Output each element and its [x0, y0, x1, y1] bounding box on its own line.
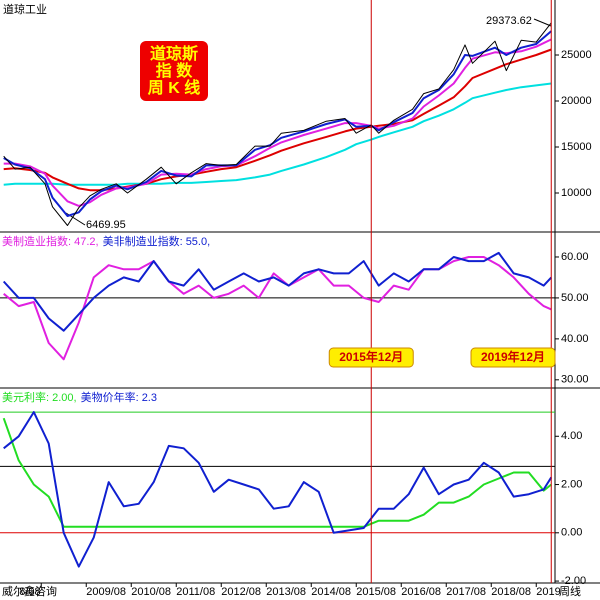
x-tick-label: 2012/08	[221, 586, 261, 598]
x-tick-label: 2009/08	[86, 586, 126, 598]
badge-text: 周 K 线	[148, 78, 200, 97]
annotation: 29373.62	[486, 15, 532, 27]
x-tick-label: 2017/08	[446, 586, 486, 598]
x-tick-label: 2018/08	[491, 586, 531, 598]
badge-text: 道琼斯	[150, 44, 198, 63]
x-tick-label: 2010/08	[131, 586, 171, 598]
y-tick-label: 40.00	[561, 333, 589, 345]
x-tick-label: 2014/08	[311, 586, 351, 598]
marker-label-box	[470, 347, 556, 368]
series-line	[3, 48, 552, 192]
y-tick-label: 4.00	[561, 430, 582, 442]
series-line	[2, 251, 553, 332]
x-tick-label: 2011/08	[176, 586, 215, 598]
annotation: 6469.95	[86, 219, 126, 231]
x-tick-label: 2015/08	[356, 586, 396, 598]
annotation-arrow	[533, 18, 552, 27]
legend-label: 美物价年率: 2.3	[81, 390, 157, 404]
marker-label: 2015年12月	[339, 349, 403, 364]
x-tick-label: 2013/08	[266, 586, 306, 598]
series-line	[3, 22, 552, 226]
y-tick-label: 15000	[561, 141, 592, 153]
y-tick-label: 25000	[561, 49, 592, 61]
x-tick-label: 2019	[536, 586, 560, 598]
badge-box	[140, 41, 208, 101]
y-tick-label: 50.00	[561, 292, 589, 304]
y-tick-label: 60.00	[561, 251, 589, 263]
y-tick-label: 20000	[561, 95, 592, 107]
chart-title: 道琼工业	[3, 2, 47, 16]
y-tick-label: 2.00	[561, 478, 582, 490]
y-tick-label: 0.00	[561, 527, 582, 539]
legend-label: 美非制造业指数: 55.0,	[103, 234, 211, 248]
y-tick-label: -2.00	[561, 575, 586, 587]
series-line	[3, 82, 552, 186]
marker-label-box	[328, 347, 414, 368]
y-tick-label: 10000	[561, 187, 592, 199]
series-line	[3, 411, 553, 568]
marker-label: 2019年12月	[481, 349, 545, 364]
y-tick-label: 30.00	[561, 374, 589, 386]
footer-period: 周线	[559, 584, 581, 598]
x-tick-label: 2016/08	[401, 586, 441, 598]
footer-source: 威尔鑫咨询	[2, 584, 57, 598]
legend-label: 美元利率: 2.00,	[2, 390, 77, 404]
legend-label: 美制造业指数: 47.2,	[2, 234, 99, 248]
badge-text: 指 数	[156, 61, 193, 80]
series-line	[3, 256, 552, 361]
series-line	[3, 30, 552, 217]
series-line	[3, 38, 552, 207]
x-tick-label: 8/08	[19, 586, 40, 598]
